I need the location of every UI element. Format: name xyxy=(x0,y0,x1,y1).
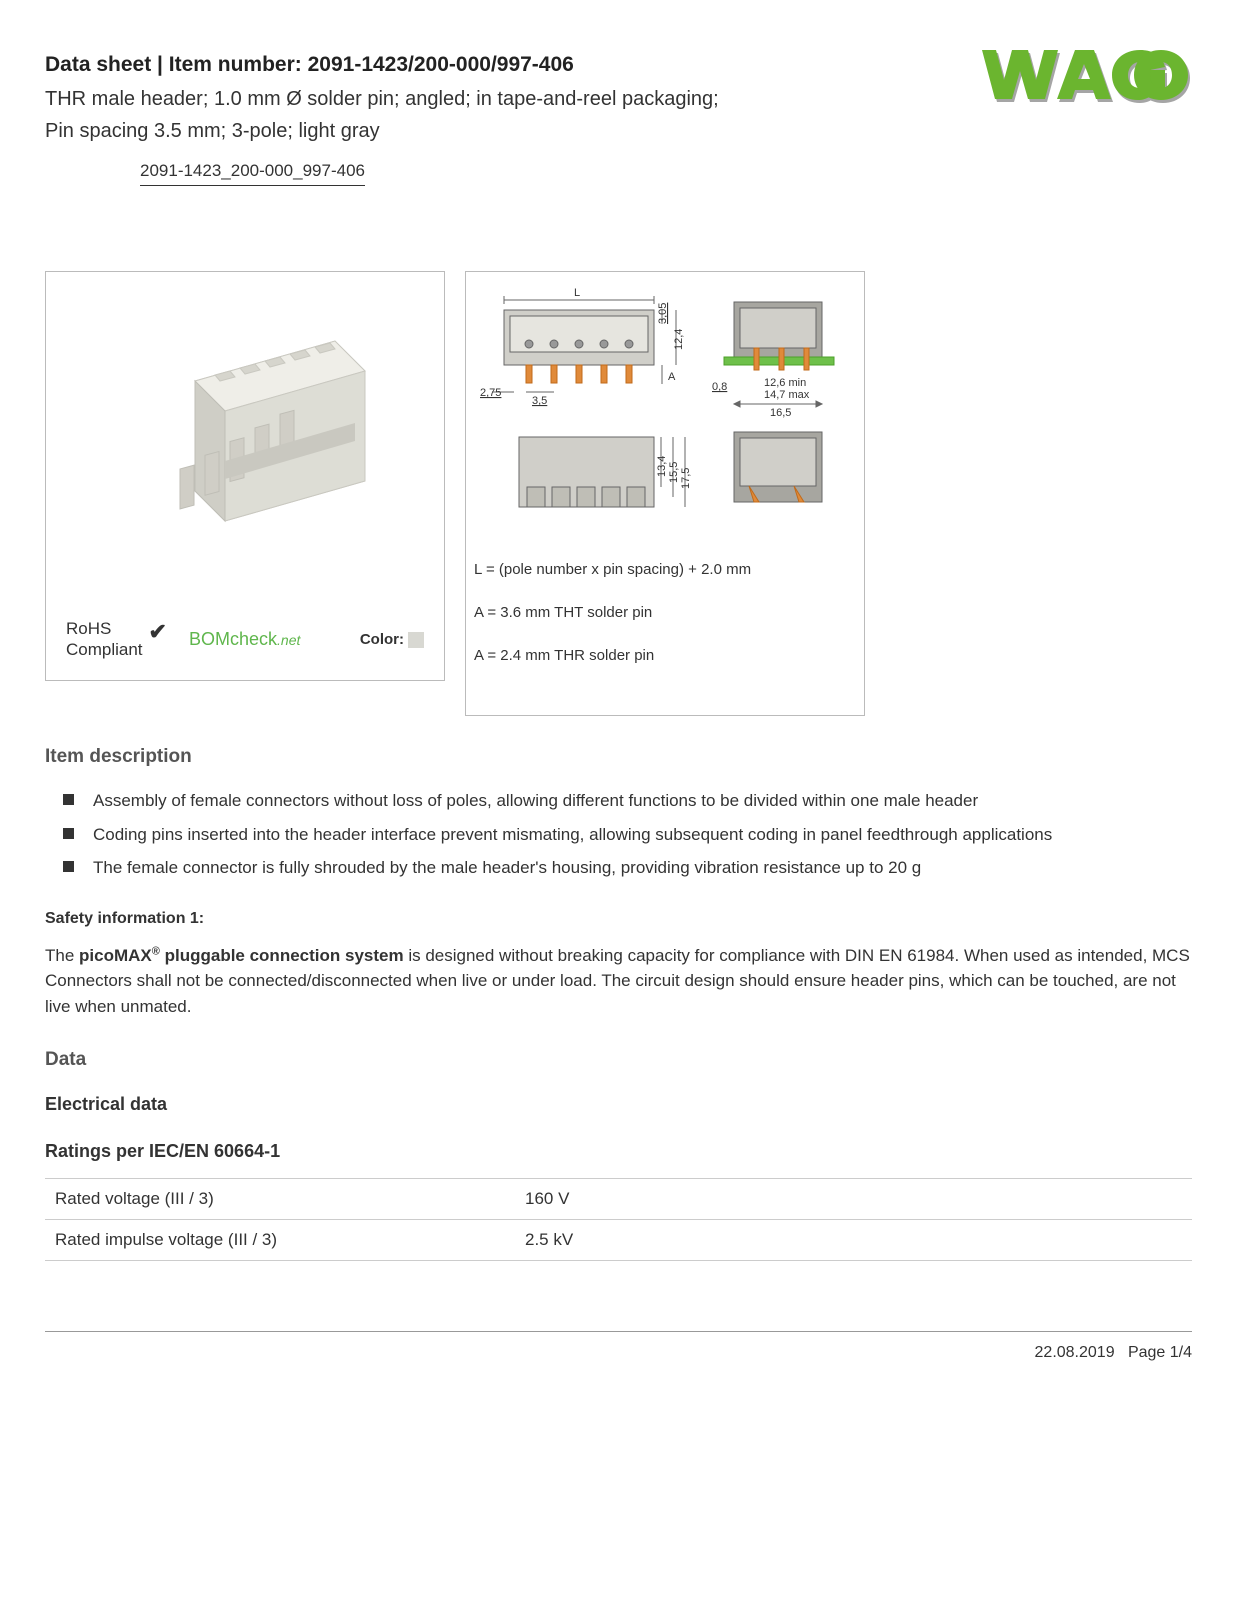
dim-max: 14,7 max xyxy=(764,389,810,401)
ratings-title: Ratings per IEC/EN 60664-1 xyxy=(45,1139,1192,1164)
brand-logo xyxy=(982,50,1192,112)
compliance-row: RoHS Compliant ✔ BOMcheck.net Color: xyxy=(66,619,424,660)
item-description-bullets: Assembly of female connectors without lo… xyxy=(63,789,1192,880)
safety-prefix: The xyxy=(45,946,79,965)
dim-A: A xyxy=(668,371,676,383)
color-label: Color: xyxy=(360,629,404,650)
rohs-label-2: Compliant xyxy=(66,640,143,659)
dim-offset: 0,8 xyxy=(712,381,727,393)
dim-min: 12,6 min xyxy=(764,377,806,389)
dim-d1: 13,4 xyxy=(656,456,668,477)
dim-spacing: 3,5 xyxy=(532,395,547,407)
check-icon: ✔ xyxy=(149,617,167,648)
bullet-item: Coding pins inserted into the header int… xyxy=(63,823,1192,847)
bullet-item: Assembly of female connectors without lo… xyxy=(63,789,1192,813)
header: Data sheet | Item number: 2091-1423/200-… xyxy=(45,50,1192,186)
footer: 22.08.2019 Page 1/4 xyxy=(45,1331,1192,1364)
bullet-item: The female connector is fully shrouded b… xyxy=(63,856,1192,880)
rohs-label-1: RoHS xyxy=(66,619,111,638)
product-panel: RoHS Compliant ✔ BOMcheck.net Color: xyxy=(45,271,445,681)
note-A2: A = 2.4 mm THR solder pin xyxy=(474,645,856,666)
rating-value: 160 V xyxy=(515,1179,1192,1220)
table-row: Rated voltage (III / 3) 160 V xyxy=(45,1179,1192,1220)
dim-edge: 2,75 xyxy=(480,387,501,399)
table-row: Rated impulse voltage (III / 3) 2.5 kV xyxy=(45,1219,1192,1260)
bomcheck-suffix: .net xyxy=(277,632,300,648)
note-L: L = (pole number x pin spacing) + 2.0 mm xyxy=(474,559,856,580)
safety-title: Safety information 1: xyxy=(45,908,1192,930)
item-link[interactable]: 2091-1423_200-000_997-406 xyxy=(140,159,365,186)
item-number: 2091-1423/200-000/997-406 xyxy=(308,53,574,76)
title-line: Data sheet | Item number: 2091-1423/200-… xyxy=(45,50,982,79)
drawing-notes: L = (pole number x pin spacing) + 2.0 mm… xyxy=(474,559,856,666)
footer-date: 22.08.2019 xyxy=(1035,1344,1115,1361)
electrical-data-heading: Electrical data xyxy=(45,1092,1192,1117)
safety-text: The picoMAX® pluggable connection system… xyxy=(45,943,1192,1020)
color-indicator: Color: xyxy=(360,629,424,650)
header-text: Data sheet | Item number: 2091-1423/200-… xyxy=(45,50,982,186)
connector-illustration-icon xyxy=(95,321,395,581)
color-swatch xyxy=(408,632,424,648)
ratings-table: Rated voltage (III / 3) 160 V Rated impu… xyxy=(45,1178,1192,1261)
safety-brand: picoMAX® pluggable connection system xyxy=(79,946,404,965)
product-image xyxy=(66,292,424,609)
rohs-compliant: RoHS Compliant ✔ xyxy=(66,619,167,660)
panels: RoHS Compliant ✔ BOMcheck.net Color: xyxy=(45,271,1192,716)
technical-drawing: L 2,75 3,5 3,05 12,4 A xyxy=(474,282,856,549)
subtitle-line-1: THR male header; 1.0 mm Ø solder pin; an… xyxy=(45,85,982,113)
dim-L: L xyxy=(574,287,580,299)
bomcheck-main: BOMcheck xyxy=(189,629,277,649)
bomcheck-logo: BOMcheck.net xyxy=(189,627,300,652)
rating-label: Rated impulse voltage (III / 3) xyxy=(45,1219,515,1260)
item-description-heading: Item description xyxy=(45,744,1192,771)
subtitle-line-2: Pin spacing 3.5 mm; 3-pole; light gray xyxy=(45,117,982,145)
dim-d3: 17,5 xyxy=(680,468,692,489)
technical-drawing-icon: L 2,75 3,5 3,05 12,4 A xyxy=(474,282,854,542)
dim-d2: 15,5 xyxy=(668,462,680,483)
dim-h1: 3,05 xyxy=(657,303,669,324)
dim-h2: 12,4 xyxy=(673,329,685,350)
rating-label: Rated voltage (III / 3) xyxy=(45,1179,515,1220)
rating-value: 2.5 kV xyxy=(515,1219,1192,1260)
data-heading: Data xyxy=(45,1047,1192,1074)
drawing-panel: L 2,75 3,5 3,05 12,4 A xyxy=(465,271,865,716)
title-prefix: Data sheet | Item number: xyxy=(45,53,308,76)
dim-w: 16,5 xyxy=(770,407,791,419)
wago-logo-icon xyxy=(982,50,1192,105)
note-A1: A = 3.6 mm THT solder pin xyxy=(474,602,856,623)
footer-page: Page 1/4 xyxy=(1128,1344,1192,1361)
